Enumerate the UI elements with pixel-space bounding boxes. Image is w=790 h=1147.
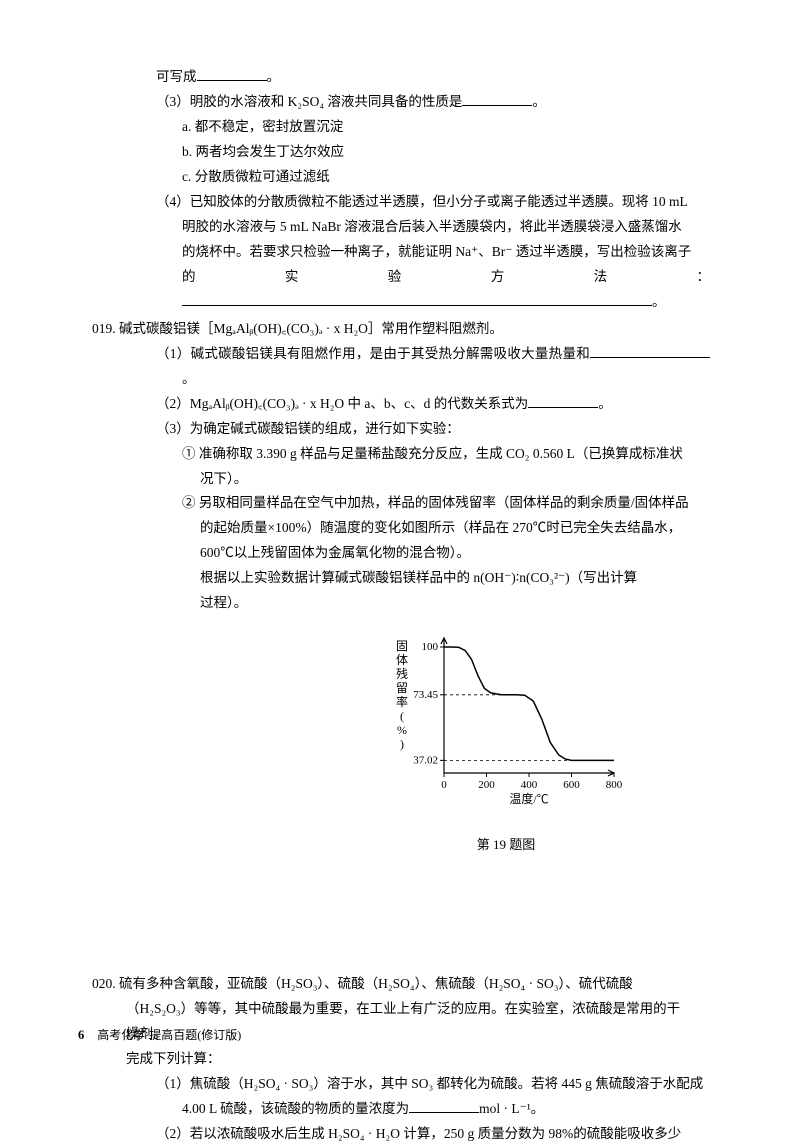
question-number: 020. [92, 976, 116, 991]
blank [528, 395, 598, 407]
text: （1）碱式碳酸铝镁具有阻燃作用，是由于其受热分解需吸收大量热量和 [156, 346, 590, 361]
text: mol · L⁻¹。 [479, 1101, 544, 1116]
svg-text:(: ( [400, 709, 404, 723]
text: 。 [598, 396, 612, 411]
q020-sub1: （1）焦硫酸（H₂SO₄ · SO₃）溶于水，其中 SO₃ 都转化为硫酸。若将 … [92, 1072, 710, 1097]
svg-text:600: 600 [563, 779, 580, 791]
svg-text:固: 固 [396, 639, 408, 653]
q019-sub3-2d: 根据以上实验数据计算碱式碳酸铝镁样品中的 n(OH⁻)∶n(CO₃²⁻)（写出计… [92, 566, 710, 591]
q020-sub2: （2）若以浓硫酸吸水后生成 H₂SO₄ · H₂O 计算，250 g 质量分数为… [92, 1122, 710, 1147]
text: 碱式碳酸铝镁［MgₐAlᵦ(OH)꜀(CO₃)ₔ · x H₂O］常用作塑料阻燃… [119, 321, 503, 336]
q019-sub3-1: ① 准确称取 3.390 g 样品与足量稀盐酸充分反应，生成 CO₂ 0.560… [92, 442, 710, 467]
svg-text:73.45: 73.45 [413, 689, 438, 701]
q019-sub3-2b: 的起始质量×100%）随温度的变化如图所示（样品在 270℃时已完全失去结晶水， [92, 516, 710, 541]
q020-sub1b: 4.00 L 硫酸，该硫酸的物质的量浓度为 mol · L⁻¹。 [92, 1097, 710, 1122]
text-line: 明胶的水溶液与 5 mL NaBr 溶液混合后装入半透膜袋内，将此半透膜袋浸入盛… [92, 215, 710, 240]
residual-rate-chart: 0 200 400 600 800 37.02 73.45 100 温度/℃ 固体残留率(%) [386, 626, 626, 818]
text: 。 [652, 294, 666, 309]
blank [182, 294, 652, 306]
option-c: c. 分散质微粒可通过滤纸 [92, 165, 710, 190]
text: （3）明胶的水溶液和 K₂SO₄ 溶液共同具备的性质是 [156, 94, 462, 109]
spacer [92, 857, 710, 972]
page-footer: 6 高考化学·提高百题(修订版) [78, 1024, 241, 1047]
page-content: 可写成。 （3）明胶的水溶液和 K₂SO₄ 溶液共同具备的性质是。 a. 都不稳… [92, 65, 710, 1147]
svg-text:100: 100 [422, 641, 439, 653]
text: 。 [267, 69, 281, 84]
q019-sub3-1b: 况下）。 [92, 467, 710, 492]
blank [590, 346, 710, 358]
q019-sub1: （1）碱式碳酸铝镁具有阻燃作用，是由于其受热分解需吸收大量热量和。 [92, 342, 710, 392]
option-b: b. 两者均会发生丁达尔效应 [92, 140, 710, 165]
question-number: 019. [92, 321, 116, 336]
text-line: 的烧杯中。若要求只检验一种离子，就能证明 Na⁺、Br⁻ 透过半透膜，写出检验该… [92, 240, 710, 265]
svg-text:200: 200 [478, 779, 495, 791]
chart-caption: 第 19 题图 [92, 833, 710, 857]
q019-sub3: （3）为确定碱式碳酸铝镁的组成，进行如下实验： [92, 417, 710, 442]
text: 硫有多种含氧酸，亚硫酸（H₂SO₃）、硫酸（H₂SO₄）、焦硫酸（H₂SO₄ ·… [119, 976, 633, 991]
q019-sub3-2: ② 另取相同量样品在空气中加热，样品的固体残留率（固体样品的剩余质量/固体样品 [92, 491, 710, 516]
svg-text:留: 留 [396, 681, 408, 695]
question-020: 020. 硫有多种含氧酸，亚硫酸（H₂SO₃）、硫酸（H₂SO₄）、焦硫酸（H₂… [92, 972, 710, 997]
blank [462, 94, 532, 106]
svg-text:): ) [400, 737, 404, 751]
svg-text:温度/℃: 温度/℃ [509, 791, 548, 806]
q019-sub3-2c: 600℃以上残留固体为金属氧化物的混合物）。 [92, 541, 710, 566]
text: 。 [182, 371, 196, 386]
text: 4.00 L 硫酸，该硫酸的物质的量浓度为 [182, 1101, 409, 1116]
svg-text:800: 800 [606, 779, 623, 791]
footer-title: 高考化学·提高百题(修订版) [97, 1024, 241, 1046]
text-line: （H₂S₂O₃）等等，其中硫酸最为重要，在工业上有广泛的应用。在实验室，浓硫酸是… [92, 997, 710, 1022]
blank [197, 69, 267, 81]
svg-text:体: 体 [396, 653, 408, 667]
svg-text:400: 400 [521, 779, 538, 791]
q019-sub2: （2）MgₐAlᵦ(OH)꜀(CO₃)ₔ · x H₂O 中 a、b、c、d 的… [92, 392, 710, 417]
svg-text:残: 残 [396, 667, 408, 681]
question-019: 019. 碱式碳酸铝镁［MgₐAlᵦ(OH)꜀(CO₃)ₔ · x H₂O］常用… [92, 317, 710, 342]
q019-sub3-2e: 过程）。 [92, 591, 710, 616]
text: 。 [532, 94, 546, 109]
text-line: （3）明胶的水溶液和 K₂SO₄ 溶液共同具备的性质是 。 [92, 90, 710, 115]
option-a: a. 都不稳定，密封放置沉淀 [92, 115, 710, 140]
text-line: 可写成 。 [92, 65, 710, 90]
text-line: （4）已知胶体的分散质微粒不能透过半透膜，但小分子或离子能透过半透膜。现将 10… [92, 190, 710, 215]
text: （2）MgₐAlᵦ(OH)꜀(CO₃)ₔ · x H₂O 中 a、b、c、d 的… [156, 396, 528, 411]
text: 的实验方法： [182, 269, 710, 284]
svg-text:37.02: 37.02 [413, 755, 438, 767]
chart-container: 0 200 400 600 800 37.02 73.45 100 温度/℃ 固体残留率(%) [92, 626, 710, 827]
text-line: 完成下列计算： [92, 1047, 710, 1072]
svg-text:率: 率 [396, 694, 408, 709]
svg-text:%: % [397, 723, 407, 737]
blank [409, 1101, 479, 1113]
svg-text:0: 0 [441, 779, 447, 791]
text: 可写成 [156, 69, 197, 84]
page-number: 6 [78, 1024, 84, 1047]
text-line: 的实验方法： 。 [92, 265, 710, 315]
